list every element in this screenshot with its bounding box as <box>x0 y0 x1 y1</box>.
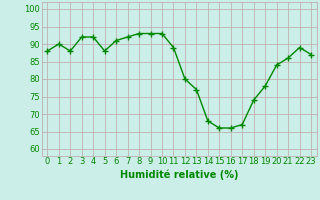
X-axis label: Humidité relative (%): Humidité relative (%) <box>120 169 238 180</box>
